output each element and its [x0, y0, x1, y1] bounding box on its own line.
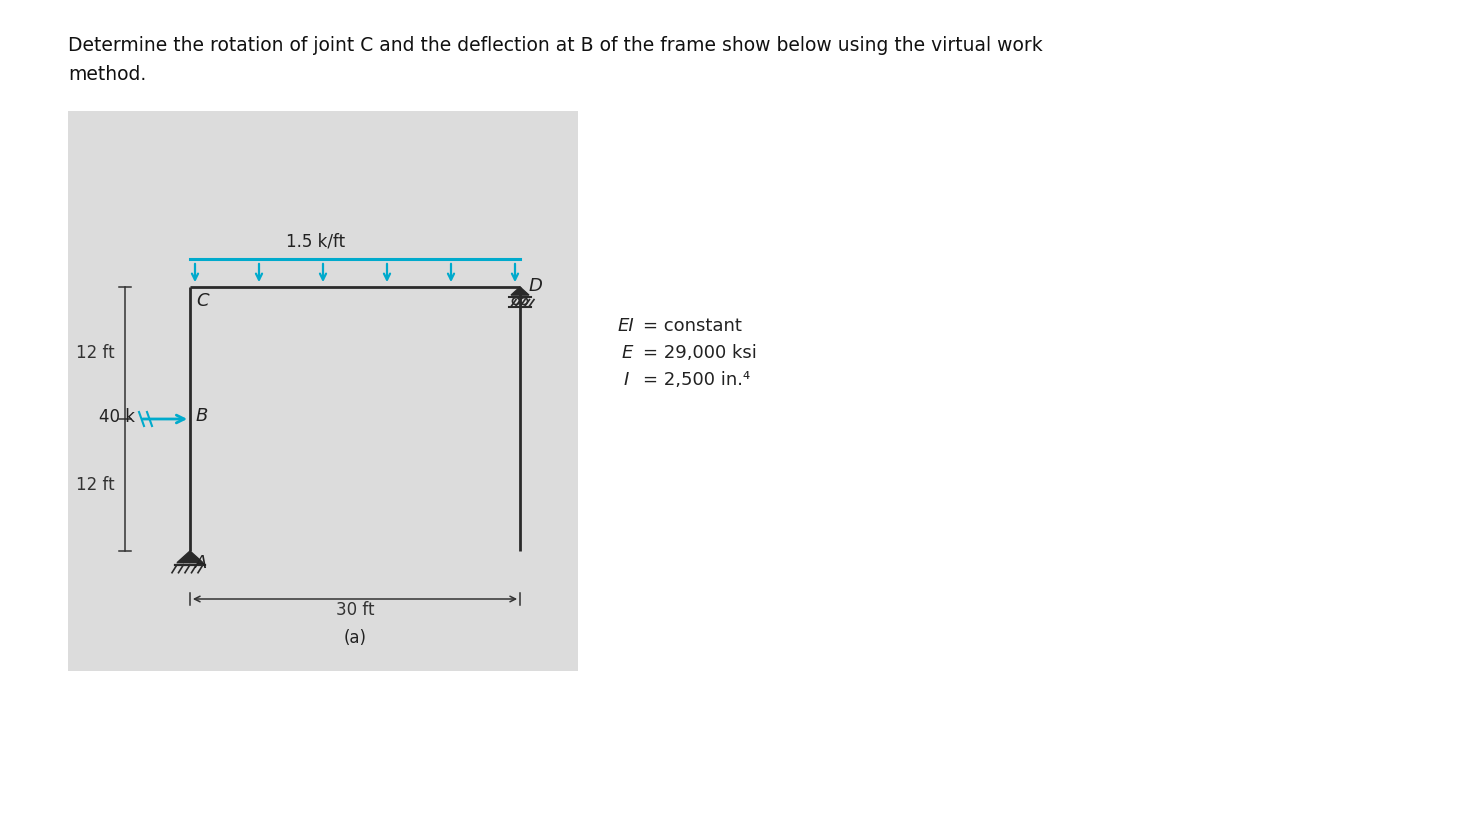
Text: 40 k: 40 k — [99, 408, 136, 426]
Text: = 29,000 ksi: = 29,000 ksi — [643, 344, 757, 362]
Text: 12 ft: 12 ft — [76, 476, 115, 494]
Text: D: D — [529, 277, 542, 295]
Text: (a): (a) — [344, 629, 366, 647]
Text: = 2,500 in.⁴: = 2,500 in.⁴ — [643, 371, 749, 389]
Text: 30 ft: 30 ft — [335, 601, 375, 619]
FancyBboxPatch shape — [69, 111, 577, 671]
Text: I: I — [624, 371, 630, 389]
Text: EI: EI — [618, 317, 634, 335]
Text: 1.5 k/ft: 1.5 k/ft — [286, 232, 346, 250]
Text: C: C — [195, 292, 208, 310]
Text: A: A — [195, 554, 207, 572]
Text: 12 ft: 12 ft — [76, 344, 115, 362]
Text: B: B — [195, 407, 208, 425]
Text: = constant: = constant — [643, 317, 742, 335]
Polygon shape — [510, 287, 529, 295]
Text: Determine the rotation of joint C and the deflection at B of the frame show belo: Determine the rotation of joint C and th… — [69, 36, 1042, 83]
Polygon shape — [176, 551, 203, 563]
Text: E: E — [623, 344, 633, 362]
